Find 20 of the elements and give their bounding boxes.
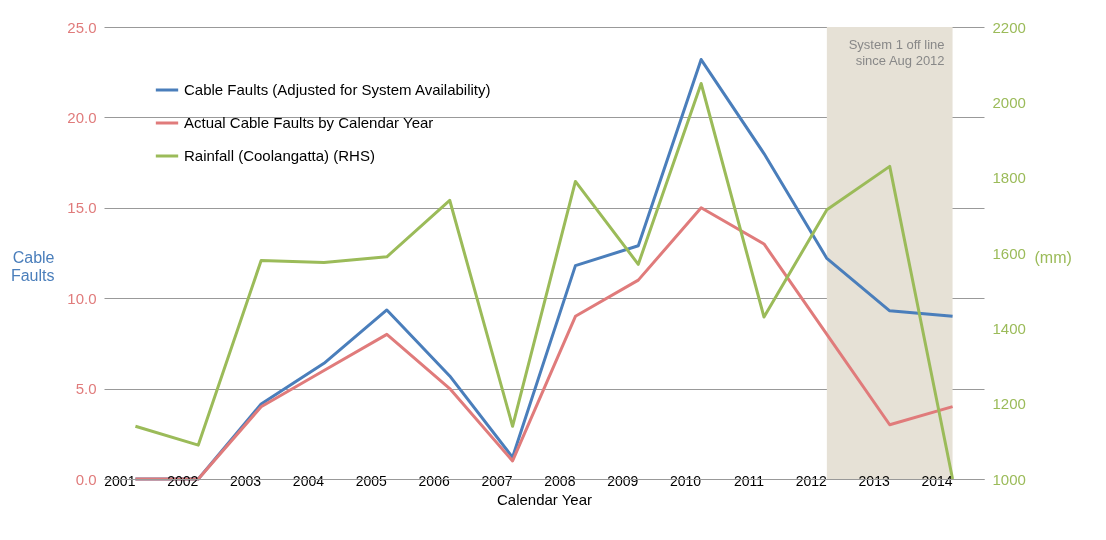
y2-axis-title: (mm)	[1034, 248, 1072, 266]
y-tick-label: 15.0	[67, 199, 97, 217]
y2-tick-label: 1600	[992, 244, 1026, 262]
y-tick-label: 10.0	[67, 289, 97, 307]
y2-tick-label: 2000	[992, 93, 1026, 111]
y-tick-label: 5.0	[75, 380, 97, 398]
y-axis-title: Cable Faults	[10, 248, 55, 284]
x-axis-title: Calendar Year	[496, 490, 593, 508]
y2-tick-label: 2200	[992, 18, 1026, 36]
y-tick-label: 0.0	[75, 470, 97, 488]
legend-label: Cable Faults (Adjusted for System Availability)	[184, 81, 491, 98]
y-tick-label: 25.0	[67, 18, 97, 36]
y2-tick-label: 1000	[992, 470, 1026, 488]
y2-tick-label: 1200	[992, 395, 1026, 413]
legend-label: Actual Cable Faults by Calendar Year	[184, 114, 434, 131]
y-tick-label: 20.0	[67, 108, 97, 126]
y2-tick-label: 1400	[992, 319, 1026, 337]
legend-label: Rainfall (Coolangatta) (RHS)	[184, 147, 375, 164]
band-label: System 1 off line since Aug 2012	[848, 37, 945, 68]
y2-tick-label: 1800	[992, 169, 1026, 187]
